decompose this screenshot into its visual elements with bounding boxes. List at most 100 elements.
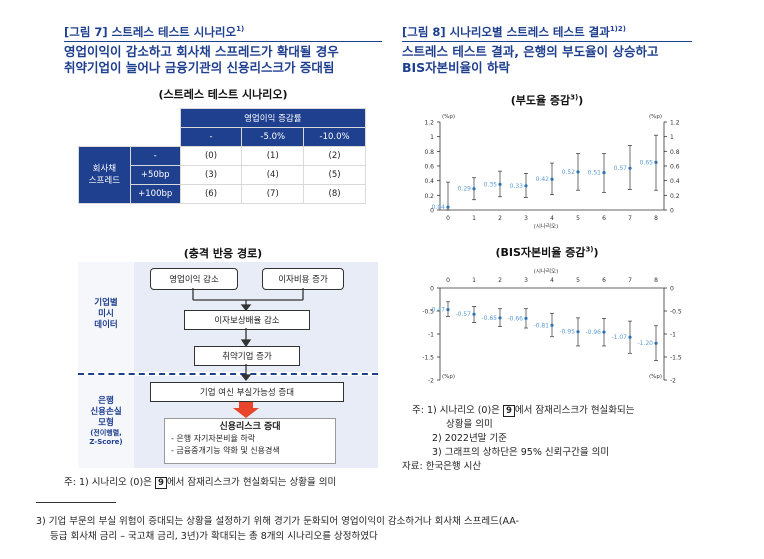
x-tick-label: 7 (628, 277, 632, 284)
data-label: -0.81 (533, 322, 549, 329)
table-col-header: - (179, 127, 243, 147)
y-tick-label: 0.4 (424, 178, 434, 185)
credit-risk-box: 신용리스크 증대 - 은행 자기자본비율 하락 - 금융중개기능 약화 및 신용… (164, 418, 336, 464)
note-text: 주: 1) 시나리오 (0)은 (64, 477, 155, 488)
x-tick-label: 0 (446, 215, 450, 222)
y-tick-label: -1.5 (422, 355, 434, 362)
x-axis-label: (시나리오) (534, 267, 559, 275)
figure-7-rule (64, 41, 382, 42)
footnote-rule (36, 502, 116, 503)
data-label: -0.96 (585, 329, 601, 336)
x-tick-label: 1 (472, 215, 476, 222)
data-point (524, 316, 528, 320)
figure-8-headline-line-2: BIS자본비율이 하락 (402, 60, 511, 75)
table-col-header: -5.0% (241, 127, 305, 147)
data-label: -0.57 (455, 311, 471, 318)
data-point (576, 330, 580, 334)
data-label: 0.04 (432, 204, 446, 211)
flow-divider (78, 373, 378, 375)
table-cell: (7) (241, 184, 305, 204)
note-boxed-number: 9 (154, 477, 167, 489)
table-cell: (6) (179, 184, 243, 204)
side-bottom-line: 모형 (98, 418, 114, 428)
figure-7-note: 주: 1) 시나리오 (0)은 9 에서 잠재리스크가 현실화되는 상황을 의미 (64, 474, 337, 489)
y-tick-label: -2 (428, 378, 434, 385)
unit-label-right: (%p) (649, 114, 662, 120)
x-tick-label: 8 (654, 277, 658, 284)
data-point (628, 335, 632, 339)
box-op-income: 영업이익 감소 (150, 268, 238, 290)
table-row-group: 회사채 스프레드 (78, 146, 131, 204)
x-tick-label: 2 (498, 215, 502, 222)
scenario-title: (스트레스 테스트 시나리오) (158, 88, 288, 101)
side-top-line: 데이터 (94, 320, 118, 330)
y-tick-label: 0.8 (424, 149, 434, 156)
table-row: +100bp (6) (7) (8) (79, 184, 366, 204)
data-label: 0.35 (484, 181, 498, 188)
table-col-header: -10.0% (303, 127, 366, 147)
note-text-rest: 에서 잠재리스크가 현실화되는 상황을 의미 (166, 477, 337, 488)
data-point (628, 166, 632, 170)
unit-label-left: (%p) (442, 374, 455, 380)
y-tick-label: -1 (428, 332, 434, 339)
data-point (602, 330, 606, 334)
y-tick-label: 1 (430, 134, 434, 141)
figure-8-notes: 주: 1) 시나리오 (0)은 9 에서 잠재리스크가 현실화되는 상황을 의미 … (402, 404, 635, 474)
data-label: -1.07 (611, 334, 627, 341)
note-text: 주: 1) 시나리오 (0)은 (412, 405, 503, 416)
y-tick-label: 0.2 (670, 193, 680, 200)
y-tick-label: -0.5 (670, 309, 682, 316)
figure-8-rule (402, 41, 692, 42)
table-row-label: - (129, 146, 181, 166)
y-tick-label: 0.2 (424, 193, 434, 200)
data-point (472, 187, 476, 191)
x-tick-label: 0 (446, 277, 450, 284)
table-cell: (8) (303, 184, 366, 204)
y-tick-label: 0 (670, 286, 674, 293)
figure-8-tag: [그림 8] 시나리오별 스트레스 테스트 결과1)2) (402, 24, 626, 40)
data-point (498, 182, 502, 186)
figure-7-headline-line-1: 영업이익이 감소하고 회사채 스프레드가 확대될 경우 (64, 44, 339, 59)
x-tick-label: 7 (628, 215, 632, 222)
scenario-table: 영업이익 증감률 - -5.0% -10.0% 회사채 스프레드 - (0) (… (78, 108, 367, 204)
table-cell: (0) (179, 146, 243, 166)
data-label: 0.42 (536, 176, 550, 183)
figure-7-tag: [그림 7] 스트레스 테스트 시나리오1) (64, 24, 244, 40)
credit-risk-item: - 은행 자기자본비율 하락 (171, 434, 256, 443)
x-tick-label: 4 (550, 215, 554, 222)
chart-1-title: (부도율 증감3)) (402, 92, 692, 108)
data-point (498, 316, 502, 320)
row-group-line-2: 스프레드 (88, 176, 121, 186)
flow-side-bottom: 은행 신용손실 모형 (전이행렬, Z-Score) (78, 396, 134, 447)
figure-8-headline-line-1: 스트레스 테스트 결과, 은행의 부도율이 상승하고 (402, 44, 659, 59)
x-tick-label: 4 (550, 277, 554, 284)
data-point (602, 171, 606, 175)
flow-side-top-bg (78, 262, 134, 372)
table-row-label: +100bp (129, 184, 181, 204)
footnote: 3) 기업 부문의 부실 위험이 증대되는 상황을 설정하기 위해 경기가 둔화… (36, 514, 519, 544)
data-point (654, 160, 658, 164)
data-point (654, 341, 658, 345)
box-icr: 이자보상배율 감소 (184, 310, 310, 330)
x-axis-label: (시나리오) (534, 222, 559, 230)
y-tick-label: 0.6 (670, 164, 680, 171)
note-text: 2) 2022년말 기준 (432, 433, 507, 444)
y-tick-label: 0 (430, 208, 434, 215)
chart-2-title-close: ) (593, 246, 599, 259)
footnote-line-2: 등급 회사채 금리 – 국고채 금리, 3년)가 확대되는 총 8개의 시나리오… (50, 531, 378, 542)
table-col-group: 영업이익 증감률 (179, 108, 367, 128)
data-point (446, 205, 450, 209)
data-label: -0.95 (559, 329, 575, 336)
y-tick-label: -1.5 (670, 355, 682, 362)
side-bottom-line: 신용손실 (90, 407, 122, 417)
x-tick-label: 3 (524, 215, 528, 222)
note-text: 상황을 의미 (446, 419, 493, 430)
note-source: 자료: 한국은행 시산 (402, 461, 482, 472)
unit-label-right: (%p) (649, 374, 662, 380)
table-corner-2 (79, 128, 181, 147)
x-tick-label: 8 (654, 215, 658, 222)
y-tick-label: 0 (430, 286, 434, 293)
data-label: 0.33 (510, 183, 524, 190)
chart-1-title-text: (부도율 증감 (510, 94, 571, 107)
y-tick-label: -2 (670, 378, 676, 385)
